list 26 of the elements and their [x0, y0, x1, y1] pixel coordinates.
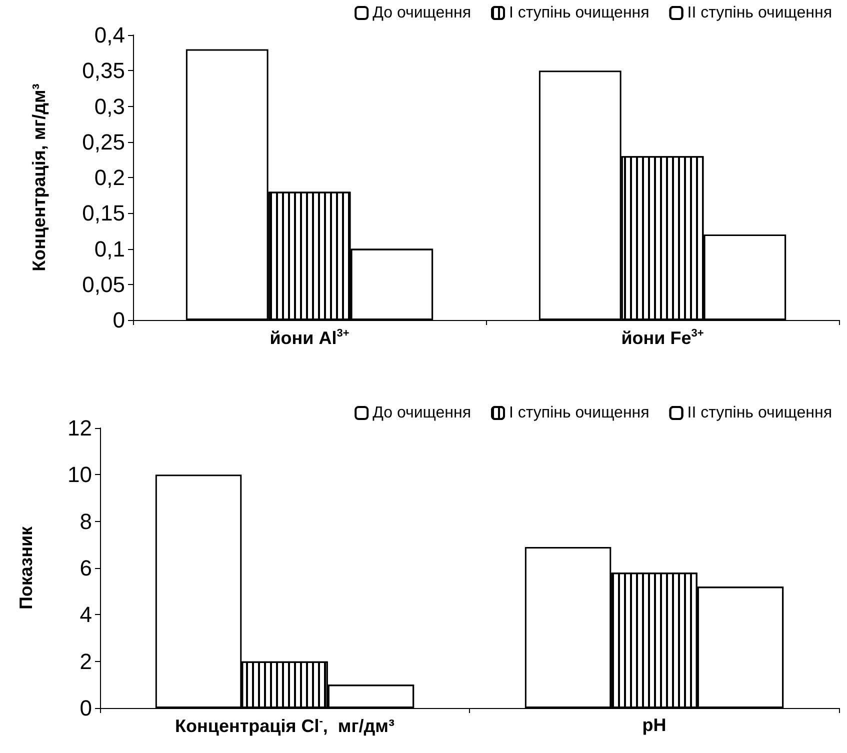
legend-label: II ступінь очищення [687, 4, 832, 22]
y-tick-label: 0,1 [94, 236, 125, 262]
y-axis-title: Концентрація, мг/дм³ [29, 84, 49, 272]
y-tick-label: 2 [80, 648, 92, 674]
legend-label: I ступінь очищення [509, 404, 650, 422]
y-tick-label: 0,4 [94, 22, 125, 48]
y-tick-label: 0,15 [82, 200, 125, 226]
y-tick-label: 0,25 [82, 129, 125, 154]
legend-label: II ступінь очищення [687, 404, 832, 422]
y-tick-label: 4 [80, 602, 92, 628]
y-tick-label: 0,3 [94, 94, 125, 119]
legend-label: До очищення [372, 4, 472, 22]
y-tick-label: 0 [112, 308, 125, 332]
legend-label: I ступінь очищення [509, 4, 650, 22]
y-tick-label: 0 [80, 696, 92, 720]
y-tick-label: 10 [68, 462, 92, 488]
y-axis-title: Показник [16, 525, 36, 610]
x-tick-label: pH [642, 715, 666, 735]
y-tick-label: 0,05 [82, 272, 125, 297]
y-tick-label: 8 [80, 508, 92, 534]
y-tick-label: 12 [68, 416, 92, 440]
y-tick-label: 0,35 [82, 58, 125, 84]
y-tick-label: 0,2 [94, 165, 125, 190]
x-tick-label: Концентрація Cl-, мг/дм³ [175, 716, 394, 736]
legend-label: До очищення [372, 404, 472, 422]
y-tick-label: 6 [80, 556, 92, 580]
